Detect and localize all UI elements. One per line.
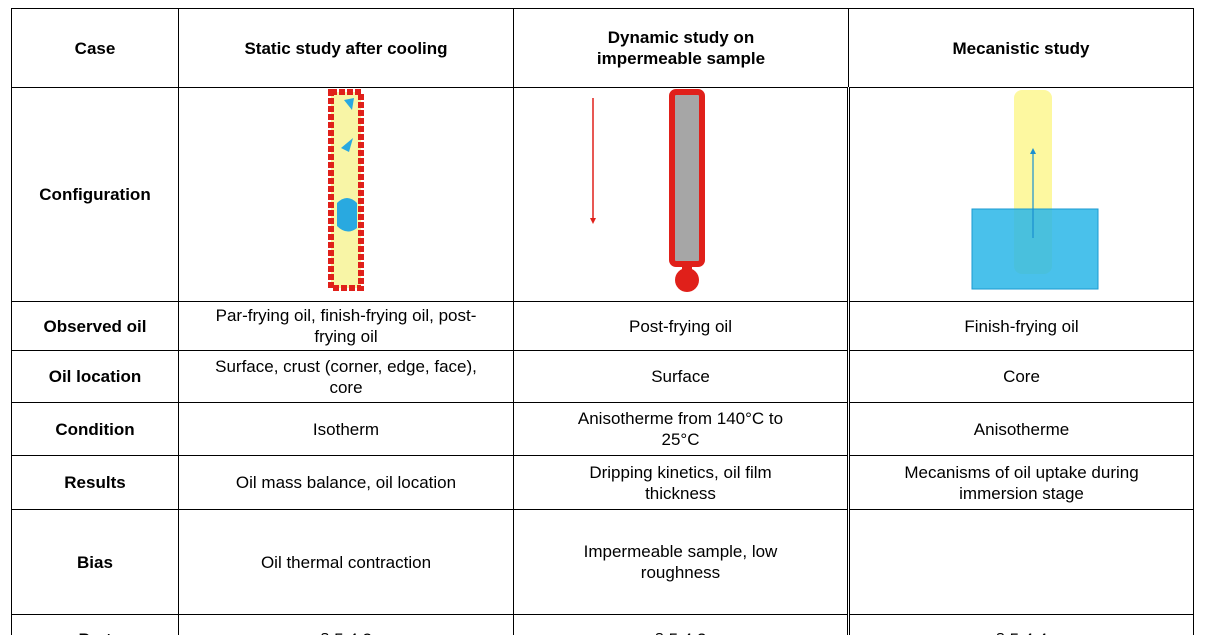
cell: Surface [513, 350, 849, 403]
cell: § 5.4.3 [513, 614, 849, 635]
cell [847, 509, 1194, 615]
cell: Par-frying oil, finish-frying oil, post-… [178, 301, 514, 351]
cell: Anisotherme [847, 402, 1194, 456]
config-cell [847, 87, 1194, 302]
row: Bias Oil thermal contraction Impermeable… [11, 509, 1194, 615]
config-cell [178, 87, 514, 302]
cell: § 5.4.2 [178, 614, 514, 635]
config-cell [513, 87, 849, 302]
header-cell: Mecanistic study [848, 8, 1194, 88]
static-sample-icon [328, 89, 364, 291]
mecanistic-icon [971, 90, 1099, 290]
row-label: Oil location [11, 350, 179, 403]
row: Oil location Surface, crust (corner, edg… [11, 350, 1194, 403]
header-cell: Case [11, 8, 179, 88]
cell: Surface, crust (corner, edge, face), cor… [178, 350, 514, 403]
row: Observed oil Par-frying oil, finish-fryi… [11, 301, 1194, 351]
row: Configuration [11, 87, 1194, 302]
row-label: Observed oil [11, 301, 179, 351]
row-label: Part [11, 614, 179, 635]
header-row: Case Static study after cooling Dynamic … [11, 8, 1194, 88]
cell: Isotherm [178, 402, 514, 456]
cell: Anisotherme from 140°C to 25°C [513, 402, 849, 456]
row: Results Oil mass balance, oil location D… [11, 455, 1194, 510]
row-label: Configuration [11, 87, 179, 302]
cell: Oil mass balance, oil location [178, 455, 514, 510]
row-label: Bias [11, 509, 179, 615]
row-label: Results [11, 455, 179, 510]
row: Part § 5.4.2 § 5.4.3 § 5.4.4 [11, 614, 1194, 635]
cell: § 5.4.4 [847, 614, 1194, 635]
cell: Mecanisms of oil uptake during immersion… [847, 455, 1194, 510]
cell: Core [847, 350, 1194, 403]
header-cell: Static study after cooling [178, 8, 514, 88]
cell: Post-frying oil [513, 301, 849, 351]
cell: Finish-frying oil [847, 301, 1194, 351]
cell: Dripping kinetics, oil film thickness [513, 455, 849, 510]
dynamic-sample-icon [590, 89, 705, 292]
header-cell: Dynamic study on impermeable sample [513, 8, 849, 88]
row-label: Condition [11, 402, 179, 456]
cell: Impermeable sample, low roughness [513, 509, 849, 615]
comparison-table: Case Static study after cooling Dynamic … [11, 8, 1194, 635]
cell: Oil thermal contraction [178, 509, 514, 615]
row: Condition Isotherm Anisotherme from 140°… [11, 402, 1194, 456]
